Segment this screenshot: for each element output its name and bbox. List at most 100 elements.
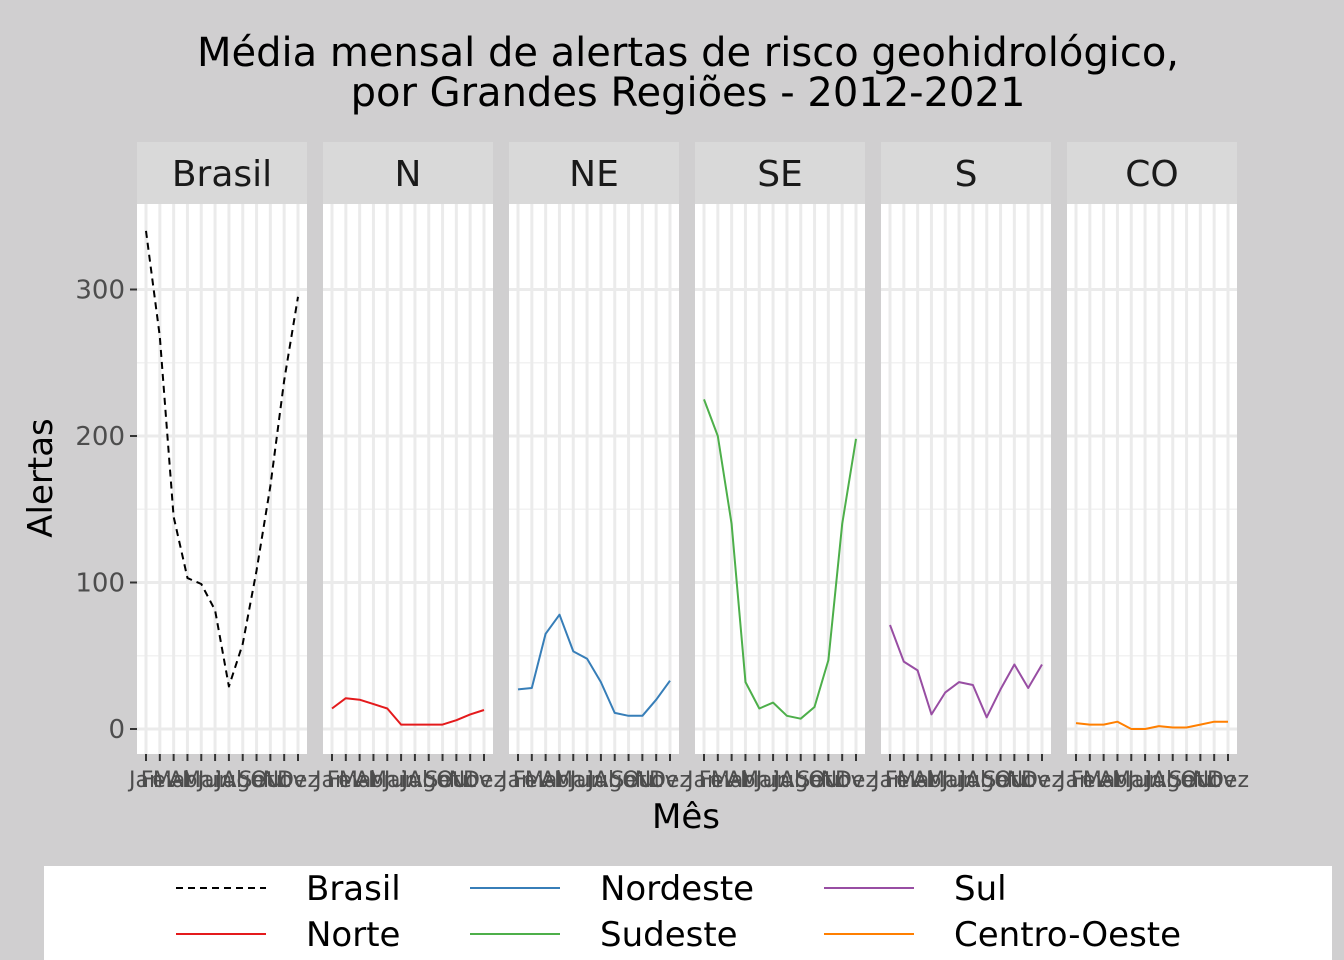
x-tick-label: Ago: [407, 768, 449, 793]
x-tick-label: Jan: [1057, 768, 1093, 793]
x-tick-label: Mar: [1083, 768, 1125, 793]
x-tick-label: Nov: [1007, 768, 1050, 793]
series-line-sul: [889, 624, 1043, 719]
x-tick-label: Abr: [1098, 768, 1137, 793]
legend-item-nordeste: Nordeste: [470, 869, 754, 909]
facet-panel-brasil: Brasil JanFevMarAbrMaiJunJulAgoSetOutNovD…: [127, 142, 319, 793]
x-tick-label: Set: [424, 768, 461, 793]
facet-strip-label: NE: [569, 154, 619, 195]
x-tick-label: Out: [994, 768, 1034, 793]
x-tick-label: Mai: [1112, 768, 1151, 793]
panel-background: [881, 204, 1051, 754]
x-tick-label: Set: [796, 768, 833, 793]
x-tick-label: Dez: [835, 768, 877, 793]
x-tick-label: Ago: [221, 768, 263, 793]
panel-background: [1067, 204, 1237, 754]
x-tick-label: Jul: [400, 768, 429, 793]
legend-background: [44, 866, 1332, 960]
x-tick-label: Mar: [897, 768, 939, 793]
x-tick-label: Jun: [754, 768, 790, 793]
y-tick-label: 100: [75, 569, 125, 599]
x-tick-label: Dez: [277, 768, 319, 793]
x-tick-label: Jun: [382, 768, 418, 793]
x-tick-label: Nov: [1193, 768, 1236, 793]
x-tick-label: Abr: [540, 768, 579, 793]
x-tick-label: Ago: [779, 768, 821, 793]
legend-item-centro-oeste: Centro-Oeste: [824, 915, 1181, 955]
facet-panels: BrasilJanFevMarAbrMaiJunJulAgoSetOutNovD…: [127, 142, 1249, 793]
x-tick-label: Out: [1180, 768, 1220, 793]
x-tick-label: Jan: [313, 768, 349, 793]
facet-strip: [1067, 142, 1237, 204]
x-tick-label: Ago: [1151, 768, 1193, 793]
facet-strip-label: SE: [757, 154, 803, 195]
x-tick-label: Set: [238, 768, 275, 793]
x-tick-label: Out: [808, 768, 848, 793]
x-tick-label: Abr: [726, 768, 765, 793]
x-tick-label: Abr: [354, 768, 393, 793]
facet-strip-label: S: [955, 154, 978, 195]
x-tick-label: Nov: [635, 768, 678, 793]
x-tick-label: Abr: [168, 768, 207, 793]
x-tick-label: Ago: [593, 768, 635, 793]
x-tick-label: Fev: [327, 768, 365, 793]
legend-label: Norte: [306, 915, 400, 955]
x-tick-label: Mai: [740, 768, 779, 793]
series-line-sudeste: [703, 399, 857, 720]
facet-strip-label: Brasil: [172, 154, 272, 195]
chart-title-line-2: por Grandes Regiões - 2012-2021: [351, 70, 1026, 116]
x-tick-label: Jul: [1144, 768, 1173, 793]
panel-background: [695, 204, 865, 754]
x-tick-label: Mar: [711, 768, 753, 793]
x-tick-label: Nov: [821, 768, 864, 793]
legend-label: Sudeste: [600, 915, 738, 955]
facet-strip: [509, 142, 679, 204]
series-line-centro-oeste: [1075, 720, 1228, 730]
x-tick-label: Abr: [912, 768, 951, 793]
y-axis: 0 100 200 300: [75, 276, 137, 745]
x-tick-label: Dez: [1021, 768, 1063, 793]
facet-strip: [137, 142, 307, 204]
series-line-norte: [331, 697, 485, 726]
chart-title: Média mensal de alertas de risco geohidr…: [197, 30, 1179, 116]
facet-strip: [323, 142, 493, 204]
panel-background: [323, 204, 493, 754]
x-tick-label: Dez: [1207, 768, 1249, 793]
facet-strip-label: CO: [1125, 154, 1178, 195]
x-tick-label: Nov: [449, 768, 492, 793]
x-tick-label: Jul: [958, 768, 987, 793]
legend-label: Centro-Oeste: [954, 915, 1181, 955]
x-tick-label: Fev: [513, 768, 551, 793]
x-tick-label: Mar: [339, 768, 381, 793]
x-tick-label: Mar: [525, 768, 567, 793]
series-line-brasil: [145, 230, 299, 688]
legend-label: Brasil: [306, 869, 401, 909]
x-tick-label: Fev: [699, 768, 737, 793]
x-tick-label: Fev: [885, 768, 923, 793]
y-tick-label: 300: [75, 276, 125, 306]
x-tick-label: Mar: [153, 768, 195, 793]
x-tick-label: Dez: [463, 768, 505, 793]
facet-strip: [881, 142, 1051, 204]
x-axis-title: Mês: [652, 797, 720, 837]
y-axis-title: Alertas: [21, 418, 61, 537]
facet-strip-label: N: [395, 154, 422, 195]
x-tick-label: Out: [436, 768, 476, 793]
legend-label: Sul: [954, 869, 1007, 909]
x-tick-label: Out: [622, 768, 662, 793]
x-tick-label: Set: [1168, 768, 1205, 793]
x-tick-label: Jan: [871, 768, 907, 793]
x-tick-label: Jan: [127, 768, 163, 793]
x-tick-label: Jul: [214, 768, 243, 793]
x-tick-label: Nov: [263, 768, 306, 793]
legend-item-sudeste: Sudeste: [470, 915, 738, 955]
x-tick-label: Fev: [1071, 768, 1109, 793]
legend: Brasil Norte Nordeste Sudeste Sul Centro-Oest…: [44, 866, 1332, 960]
x-tick-label: Set: [610, 768, 647, 793]
